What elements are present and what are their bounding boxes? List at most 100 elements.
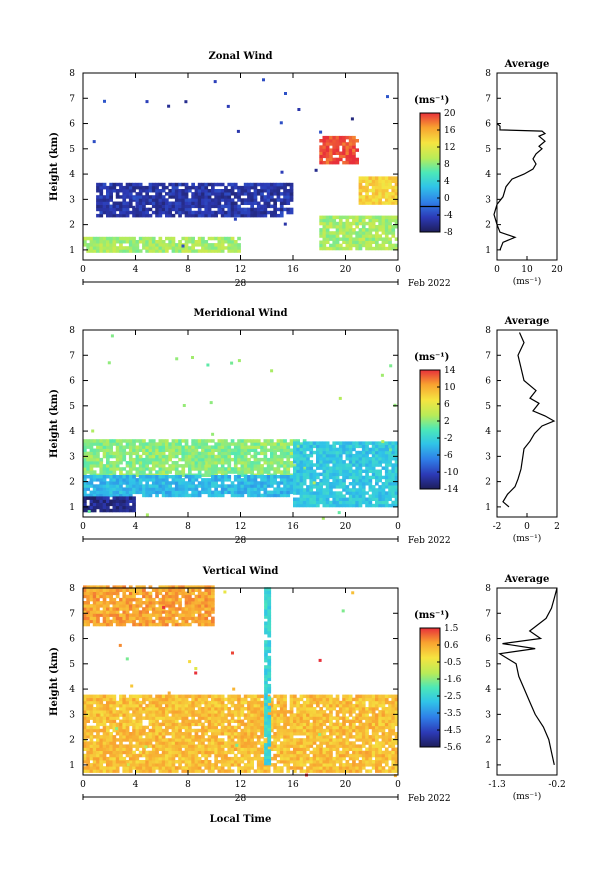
cell-region-1: [197, 744, 202, 748]
cell-region-1: [283, 439, 287, 443]
cell-region-4: [299, 482, 304, 486]
cell-region-3: [102, 502, 107, 507]
cell-region-5: [394, 185, 399, 190]
cell-region-1: [214, 760, 218, 764]
cell-region-1: [243, 198, 248, 202]
cell-region-4: [348, 148, 353, 152]
cell-region-5: [358, 191, 363, 196]
cell-region-1: [309, 735, 314, 739]
cell-region-4: [355, 460, 359, 464]
cell-region-3: [119, 499, 123, 503]
cell-region-1: [194, 201, 199, 205]
cell-region-4: [309, 503, 314, 508]
cell-region-1: [217, 719, 222, 723]
cell-region-1: [279, 744, 284, 748]
cell-region-4: [312, 475, 317, 480]
cell-region-1: [276, 457, 281, 462]
cell-region-1: [155, 716, 159, 720]
cell-region-1: [168, 738, 172, 742]
cell-region-1: [155, 442, 159, 446]
cell-region-2: [128, 475, 133, 479]
cell-region-1: [115, 192, 120, 196]
cell-region-1: [115, 213, 120, 218]
cell-region-1: [342, 750, 346, 755]
cell-region-1: [125, 738, 130, 742]
cell-region-1: [299, 744, 304, 748]
cell-region-1: [138, 448, 143, 452]
cell-region-1: [329, 766, 333, 770]
cell-region-3: [332, 234, 337, 238]
cell-region-4: [368, 450, 373, 455]
cell-region-1: [115, 461, 120, 465]
cell-region-4: [316, 485, 320, 489]
cell-region-1: [125, 753, 130, 758]
cell-region-1: [96, 725, 100, 730]
cell-region-1: [191, 703, 195, 708]
cell-region-1: [109, 756, 113, 761]
cell-region-3: [322, 234, 327, 238]
cell-region-1: [211, 741, 215, 745]
cell-region-4: [352, 469, 356, 473]
cell-region-1: [270, 210, 274, 215]
cell-region-1: [289, 700, 294, 705]
cell-region-4: [335, 472, 340, 477]
cell-region-1: [184, 710, 189, 714]
cell-region-1: [86, 439, 90, 443]
cell-region-1: [342, 713, 346, 717]
cell-region-1: [283, 710, 287, 714]
cell-region-3: [106, 499, 110, 503]
cell-region-1: [316, 728, 320, 733]
cell-region-1: [283, 697, 287, 702]
cell-region-1: [211, 445, 215, 449]
cell-region-1: [266, 189, 271, 193]
cell-region-4: [316, 453, 320, 458]
cell-region-1: [250, 763, 254, 767]
cell-region-1: [273, 725, 277, 730]
cell-region-4: [338, 154, 343, 159]
cell-region-1: [250, 201, 254, 205]
cell-region-2: [211, 478, 215, 482]
profile-x-label: (ms⁻¹): [513, 533, 542, 544]
cell-region-1: [184, 213, 189, 218]
cell-region-1: [250, 448, 254, 452]
cell-region-1: [165, 719, 169, 723]
cell-region-1: [309, 763, 314, 767]
cell-region-4: [302, 453, 307, 458]
cell-region-4: [368, 482, 373, 486]
cell-region-4: [355, 444, 359, 449]
cell-region-2: [161, 481, 166, 485]
cell-region-1: [128, 442, 133, 446]
cell-region-1: [250, 741, 254, 745]
cell-region-1: [86, 753, 90, 758]
x-tick-label: 8: [185, 265, 191, 275]
cell-region-1: [243, 732, 248, 736]
cell-region-1: [227, 741, 232, 745]
cell-region-1: [99, 763, 104, 767]
y-tick-label: 5: [69, 402, 75, 412]
cell-region-1: [109, 192, 113, 196]
cell-region-1: [142, 694, 146, 699]
cell-region-1: [128, 700, 133, 705]
cell-region-1: [171, 448, 176, 452]
cell-region-1: [188, 700, 192, 705]
cell-region-1: [247, 750, 251, 755]
cell-region-2: [112, 475, 117, 479]
cell-region-1: [191, 213, 195, 218]
cell-sparse: [262, 78, 265, 82]
cell-region-1: [89, 753, 94, 758]
cell-region-1: [128, 198, 133, 202]
cell-region-1: [207, 189, 212, 193]
cell-region-4: [375, 478, 379, 483]
cell-region-1: [178, 700, 182, 705]
profile-x-tick-label: 0: [494, 265, 500, 275]
cell-region-4: [342, 500, 346, 505]
cell-region-4: [394, 466, 399, 470]
cell-region-1: [165, 201, 169, 205]
cell-region-1: [89, 741, 94, 745]
cell-region-4: [302, 491, 307, 495]
cell-region-4: [299, 488, 304, 492]
cell-region-1: [204, 725, 209, 730]
cell-region-1: [286, 763, 291, 767]
cell-region-1: [122, 766, 127, 770]
cell-region-2: [112, 249, 117, 253]
